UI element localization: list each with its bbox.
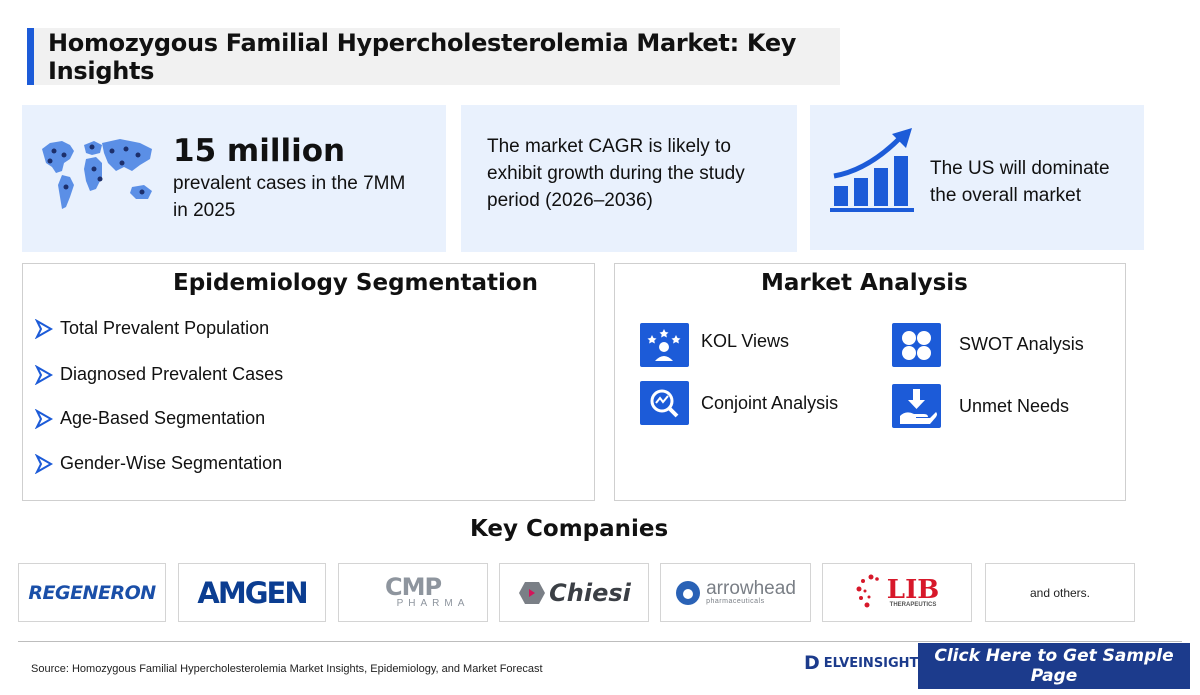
epidemiology-title: Epidemiology Segmentation [173,270,539,296]
logo-regeneron: REGENERON [18,563,166,622]
arrowhead-sub-text: pharmaceuticals [706,598,765,605]
unmet-needs-icon [892,384,941,428]
epidemiology-panel [22,263,595,501]
cagr-text: The market CAGR is likely to exhibit gro… [487,136,745,211]
world-map-icon [42,139,152,209]
market-analysis-panel [614,263,1126,501]
epi-item-diagnosed: Diagnosed Prevalent Cases [34,364,283,385]
insight-card-dominance [810,105,1144,250]
kol-views-label: KOL Views [701,331,790,351]
epi-item-label: Total Prevalent Population [60,318,270,338]
delveinsight-logo-mark: D [804,652,820,674]
delveinsight-logo-text: ELVEINSIGHT [823,655,919,671]
dominance-text: The US will dominate the overall market [930,158,1110,206]
delveinsight-brand: D ELVEINSIGHT [804,652,918,674]
conjoint-icon [640,381,689,425]
logo-chiesi: Chiesi [499,563,649,622]
epi-item-label: Gender-Wise Segmentation [60,453,283,473]
arrowhead-mark-icon [676,580,701,605]
cmp-logo-text: CMP [384,573,442,601]
key-companies-title: Key Companies [470,516,669,542]
epi-item-age: Age-Based Segmentation [34,408,265,429]
chevron-right-icon [34,453,54,474]
get-sample-page-button[interactable]: Click Here to Get Sample Page [918,643,1190,689]
chevron-right-icon [34,318,54,339]
regeneron-logo-text: REGENERON [28,581,156,604]
conjoint-analysis-label: Conjoint Analysis [701,393,839,413]
lib-sub-text: THERAPEUTICS [889,601,937,608]
epi-item-gender: Gender-Wise Segmentation [34,453,282,474]
chevron-right-icon [34,408,54,429]
logo-lib-therapeutics: LIB THERAPEUTICS [822,563,972,622]
page-title: Homozygous Familial Hypercholesterolemia… [48,28,797,85]
lib-logo-text: LIB [886,574,940,605]
footer-divider [18,641,1182,642]
title-bar: Homozygous Familial Hypercholesterolemia… [27,28,840,85]
logo-others: and others. [985,563,1135,622]
swot-icon [892,323,941,367]
logo-cmp-pharma: CMP PHARMA [338,563,488,622]
chevron-right-icon [34,364,54,385]
arrowhead-logo-text: arrowhead [706,578,796,599]
pharma-logo-text: PHARMA [396,598,470,609]
amgen-logo-text: AMGEN [197,575,308,610]
growth-chart-icon [830,128,914,212]
lib-mark-icon [856,574,879,607]
prevalence-number: 15 million [173,133,346,169]
source-text: Source: Homozygous Familial Hypercholest… [31,663,543,675]
chiesi-mark-icon [519,581,546,604]
others-text: and others. [1029,585,1091,600]
unmet-needs-label: Unmet Needs [959,396,1070,416]
kol-icon [640,323,689,367]
chiesi-logo-text: Chiesi [549,578,631,607]
logo-arrowhead: arrowhead pharmaceuticals [660,563,811,622]
market-analysis-title: Market Analysis [761,270,968,296]
logo-amgen: AMGEN [178,563,326,622]
epi-item-label: Diagnosed Prevalent Cases [60,364,284,384]
insight-card-cagr [461,105,797,252]
prevalence-text: prevalent cases in the 7MM in 2025 [173,173,406,221]
epi-item-total: Total Prevalent Population [34,318,269,339]
epi-item-label: Age-Based Segmentation [60,408,266,428]
swot-analysis-label: SWOT Analysis [959,334,1084,354]
